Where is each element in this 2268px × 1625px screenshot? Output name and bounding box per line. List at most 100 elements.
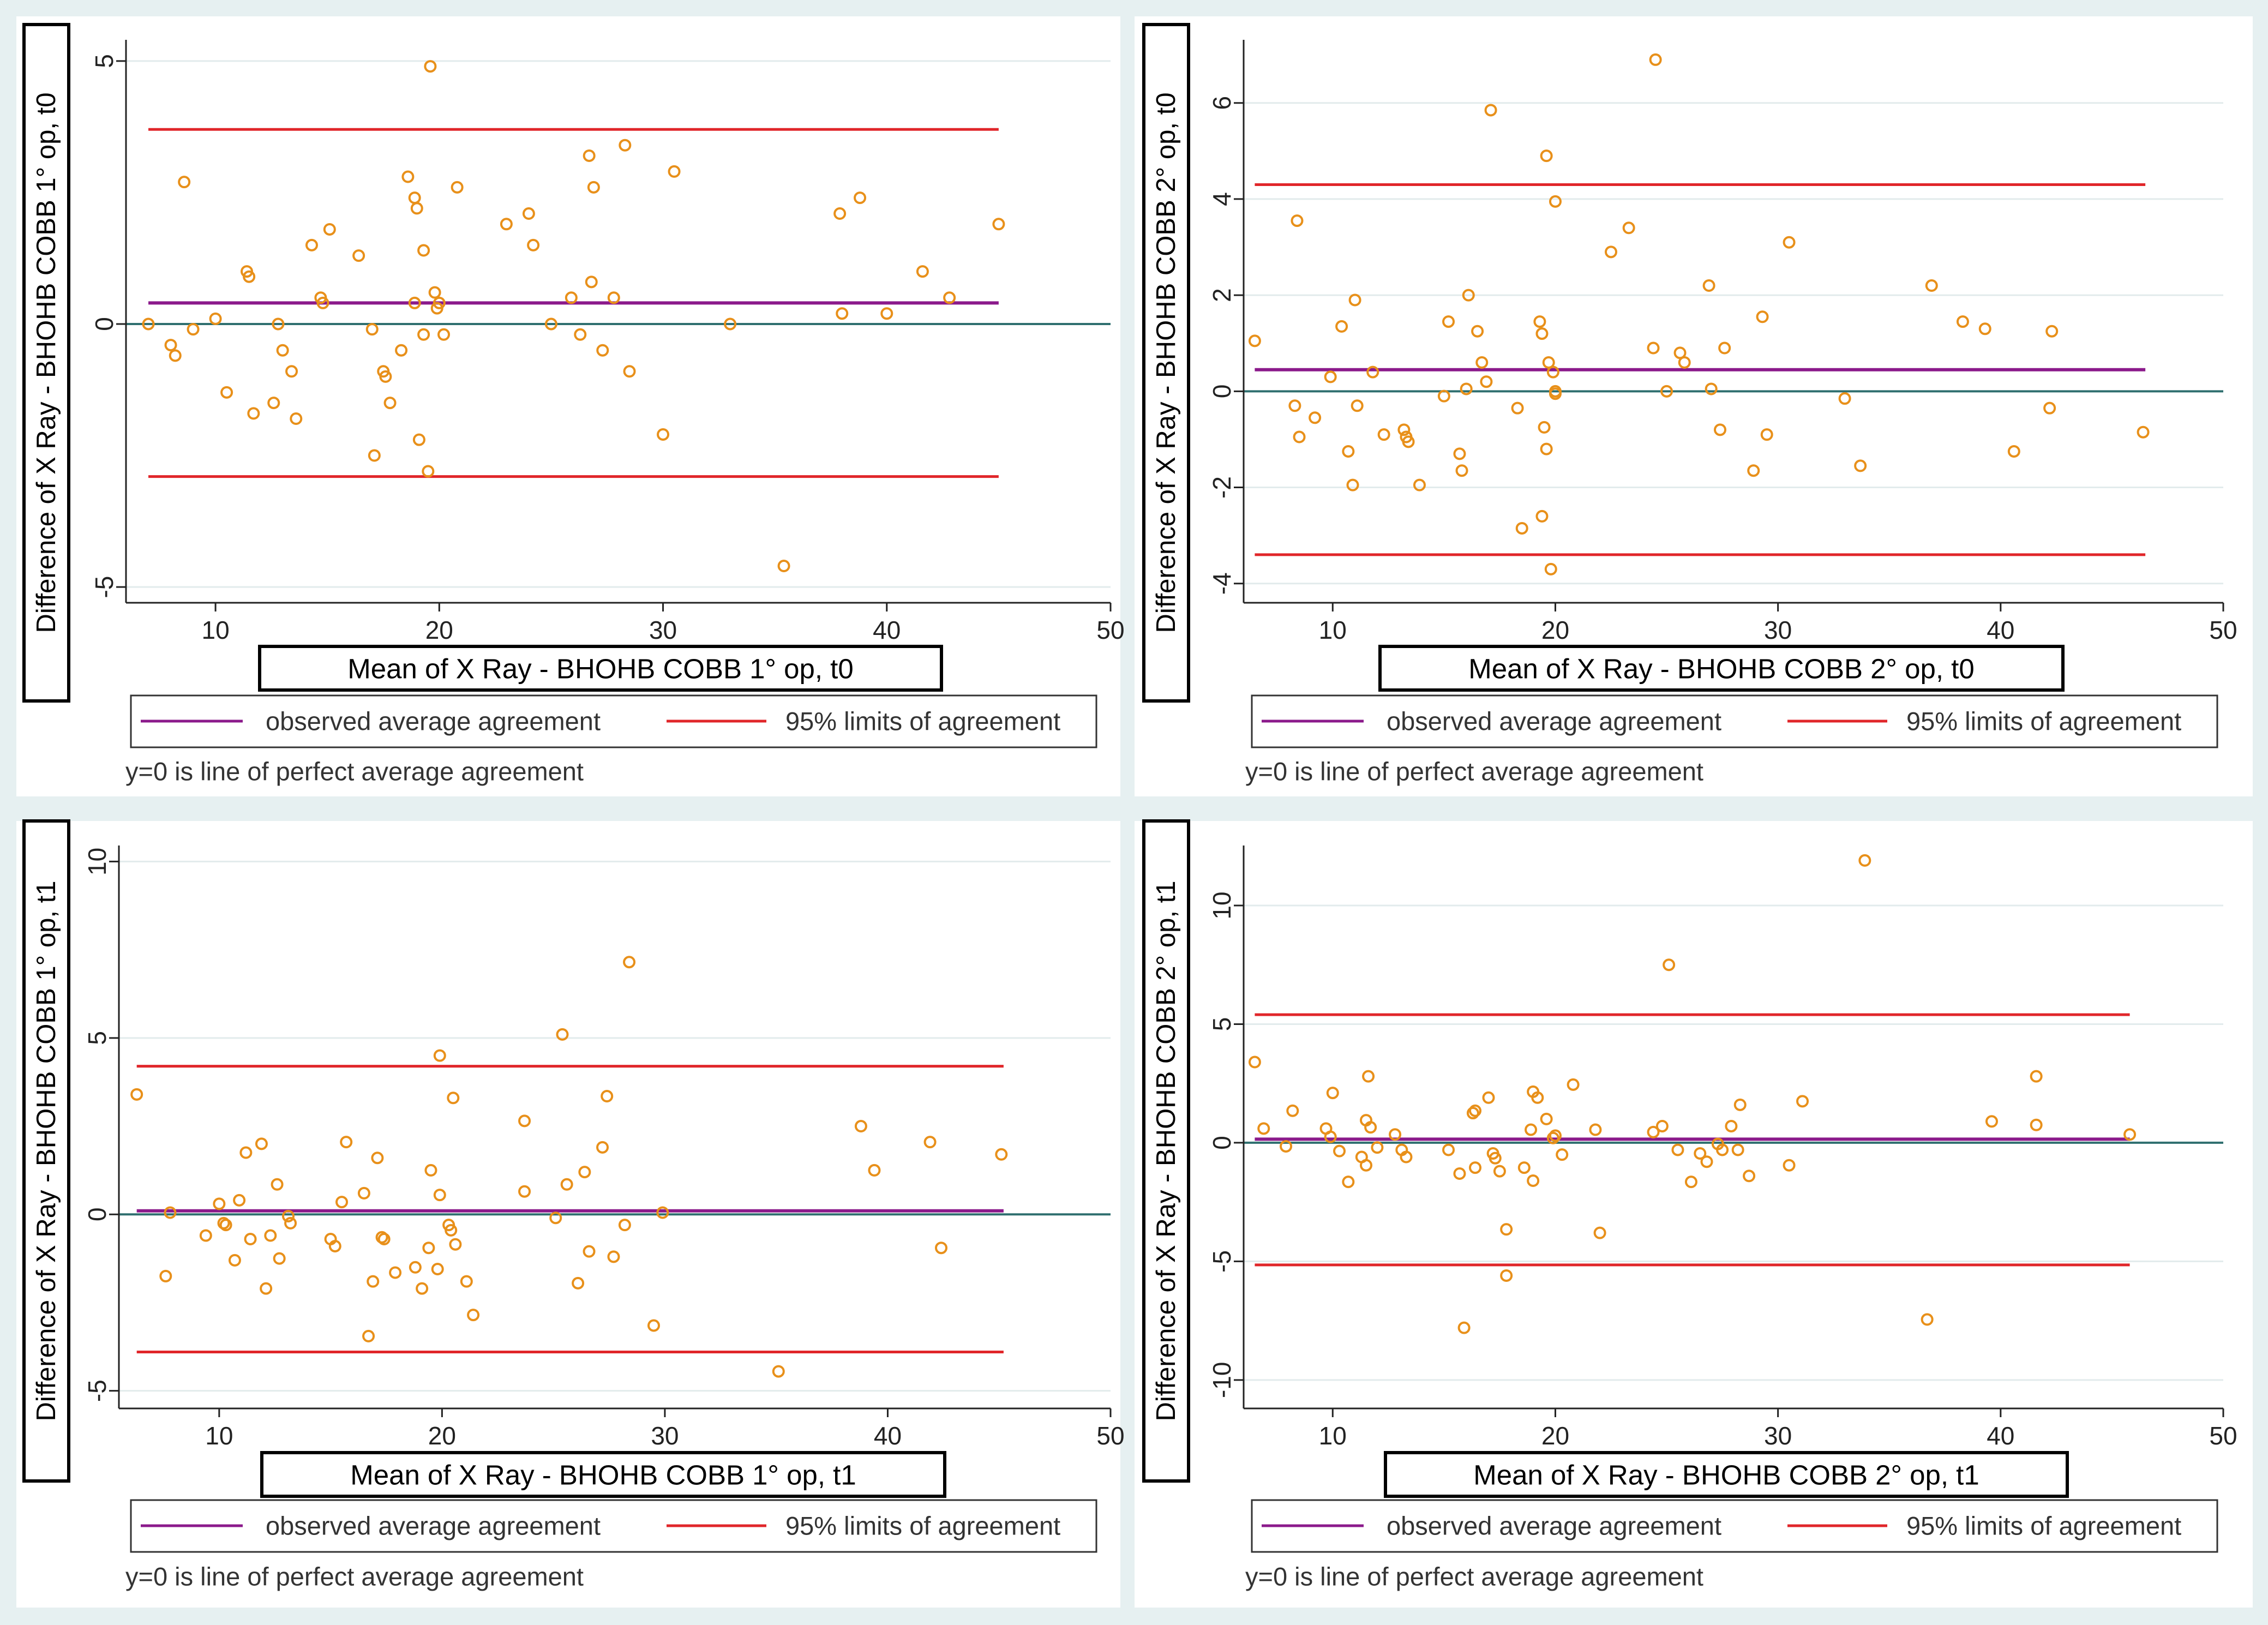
data-point	[422, 1242, 435, 1255]
data-point	[923, 1136, 937, 1149]
data-point	[518, 1185, 531, 1198]
data-point	[417, 328, 430, 341]
data-point	[1858, 854, 1871, 867]
data-point	[1540, 1112, 1553, 1125]
data-point	[1531, 1091, 1544, 1104]
data-point	[255, 1137, 268, 1150]
data-point	[1360, 1159, 1372, 1172]
data-point	[1527, 1174, 1540, 1188]
legend-box	[130, 1499, 1097, 1553]
data-point	[854, 1120, 867, 1133]
data-point	[1760, 428, 1773, 441]
data-point	[1511, 401, 1524, 415]
data-point	[428, 286, 441, 299]
axes: -4 -2 0 2 4 6 10 20 30 40 50	[1208, 40, 2237, 644]
data-point	[340, 1136, 353, 1149]
y-tick-label: 0	[1208, 385, 1236, 399]
data-point	[178, 176, 191, 189]
data-point	[2030, 1070, 2043, 1083]
data-point	[1351, 399, 1364, 412]
data-point	[1540, 149, 1553, 163]
x-axis-title: Mean of X Ray - BHOHB COBB 1° op, t1	[350, 1460, 856, 1491]
data-point	[451, 181, 464, 194]
legend-mean-label: observed average agreement	[266, 1512, 601, 1540]
data-point	[1538, 421, 1551, 434]
data-point	[1324, 1130, 1337, 1143]
data-point	[335, 1196, 349, 1209]
data-point	[1533, 315, 1546, 328]
x-axis-title: Mean of X Ray - BHOHB COBB 1° op, t0	[347, 653, 853, 685]
data-point	[375, 1231, 388, 1244]
data-point	[623, 956, 636, 969]
legend-limits-label: 95% limits of agreement	[785, 707, 1060, 736]
x-axis-title: Mean of X Ray - BHOHB COBB 2° op, t1	[1473, 1460, 1979, 1491]
data-point	[1684, 1176, 1697, 1189]
data-point	[1455, 464, 1468, 477]
data-point	[243, 270, 256, 283]
data-point	[467, 1309, 480, 1322]
data-point	[772, 1365, 785, 1378]
x-axis-title-box	[1384, 1451, 2069, 1498]
y-tick-label: -5	[83, 1380, 111, 1402]
data-point	[1796, 1095, 1809, 1108]
data-point	[1366, 365, 1379, 379]
data-point	[219, 1219, 232, 1232]
data-point	[1546, 365, 1559, 379]
data-point	[389, 1266, 402, 1279]
data-point	[527, 238, 540, 251]
data-points	[1248, 53, 2150, 575]
data-point	[1673, 346, 1687, 359]
data-point	[247, 407, 260, 420]
data-point	[209, 312, 222, 325]
data-point	[1714, 423, 1727, 436]
data-point	[199, 1229, 212, 1242]
data-point	[1288, 399, 1301, 412]
data-point	[371, 1152, 384, 1165]
data-point	[264, 1229, 277, 1242]
data-point	[1402, 435, 1415, 448]
data-point	[544, 317, 557, 331]
data-point	[401, 170, 415, 183]
data-point	[1342, 1176, 1355, 1189]
data-point	[1985, 1115, 1998, 1128]
y-axis-title: Difference of X Ray - BHOHB COBB 1° op, …	[32, 881, 61, 1422]
footnote: y=0 is line of perfect average agreement	[1245, 757, 1703, 786]
x-tick-label: 20	[428, 1422, 456, 1450]
y-axis-title: Difference of X Ray - BHOHB COBB 1° op, …	[32, 93, 61, 633]
data-point	[1925, 279, 1938, 292]
data-point	[1466, 1107, 1479, 1120]
x-tick-label: 30	[1764, 1422, 1792, 1450]
data-point	[833, 207, 847, 220]
x-tick-label: 50	[2209, 1422, 2237, 1450]
y-axis-title-box	[22, 23, 70, 703]
data-point	[159, 1269, 172, 1282]
data-point	[1389, 1128, 1402, 1141]
y-axis-title: Difference of X Ray - BHOHB COBB 2° op, …	[1151, 93, 1181, 633]
data-point	[668, 165, 681, 178]
y-axis-title-box	[1142, 23, 1190, 703]
data-point	[854, 191, 867, 205]
data-point	[422, 465, 435, 478]
data-point	[601, 1090, 614, 1103]
data-point	[233, 1194, 246, 1207]
y-axis-title-box	[1142, 819, 1190, 1483]
data-point	[995, 1148, 1008, 1161]
y-tick-label: 5	[83, 1031, 111, 1045]
data-point	[1549, 385, 1562, 398]
data-point	[433, 1049, 446, 1062]
legend-box	[130, 694, 1097, 748]
data-point	[164, 339, 177, 352]
data-point	[1854, 459, 1867, 472]
data-point	[1326, 1087, 1339, 1100]
data-point	[2043, 401, 2056, 415]
y-tick-label: 0	[1208, 1136, 1236, 1150]
data-point	[1437, 389, 1450, 403]
legend-limits-label: 95% limits of agreement	[785, 1512, 1060, 1540]
data-point	[500, 218, 513, 231]
data-point	[1469, 1161, 1482, 1174]
legend-mean-label: observed average agreement	[1387, 707, 1721, 736]
data-points	[142, 60, 1005, 573]
y-tick-label: 0	[83, 1207, 111, 1221]
data-point	[276, 344, 289, 357]
data-point	[305, 238, 318, 251]
